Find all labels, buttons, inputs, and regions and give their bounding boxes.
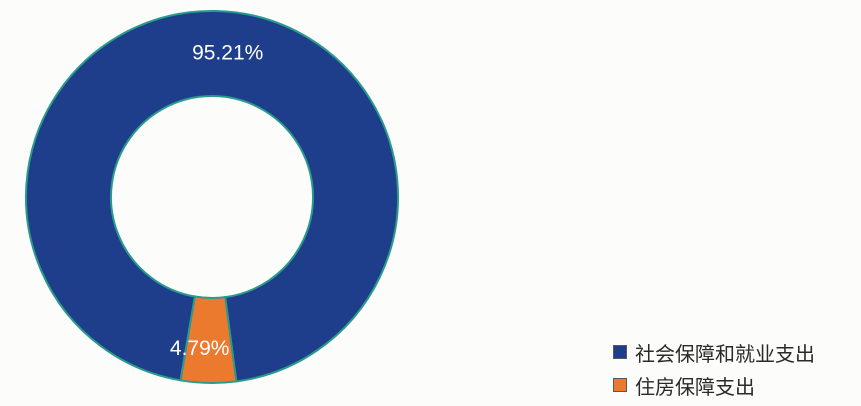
slice-housing xyxy=(179,295,238,384)
slice-social-security xyxy=(25,10,399,383)
legend-swatch-social-security xyxy=(613,345,627,359)
legend-swatch-housing xyxy=(613,378,627,392)
slice-label-social-security: 95.21% xyxy=(192,41,263,64)
legend-item-housing: 住房保障支出 xyxy=(613,373,815,399)
legend-item-social-security: 社会保障和就业支出 xyxy=(613,340,815,366)
chart-legend: 社会保障和就业支出 住房保障支出 xyxy=(613,340,815,406)
donut-slices xyxy=(25,10,399,384)
slice-label-housing: 4.79% xyxy=(170,337,230,360)
donut-value-labels: 95.21% 4.79% xyxy=(170,41,263,360)
legend-label-housing: 住房保障支出 xyxy=(635,374,755,399)
legend-label-social-security: 社会保障和就业支出 xyxy=(635,341,815,366)
